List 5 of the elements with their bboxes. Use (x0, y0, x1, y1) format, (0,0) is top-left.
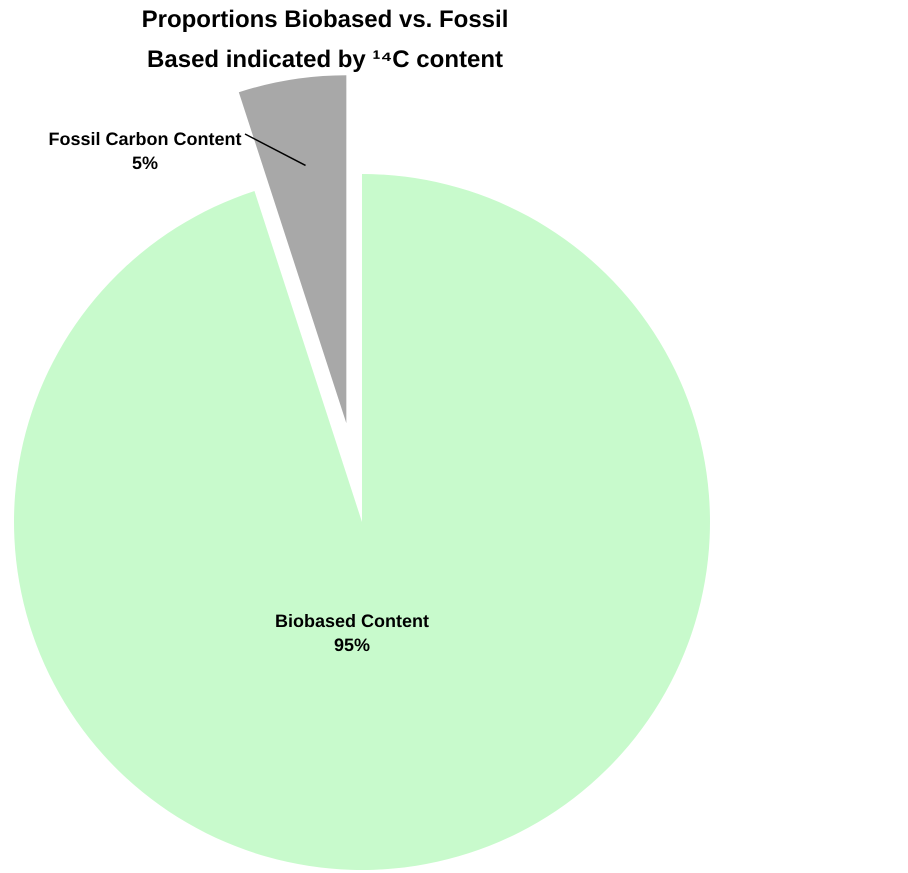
data-label: 5% (132, 153, 158, 173)
data-label: 95% (334, 635, 370, 655)
chart-title: Proportions Biobased vs. Fossil Based indicated by ¹⁴C content (142, 6, 508, 73)
slice-label: Biobased Content (274, 611, 430, 631)
slice-label: Fossil Carbon Content (48, 129, 242, 149)
